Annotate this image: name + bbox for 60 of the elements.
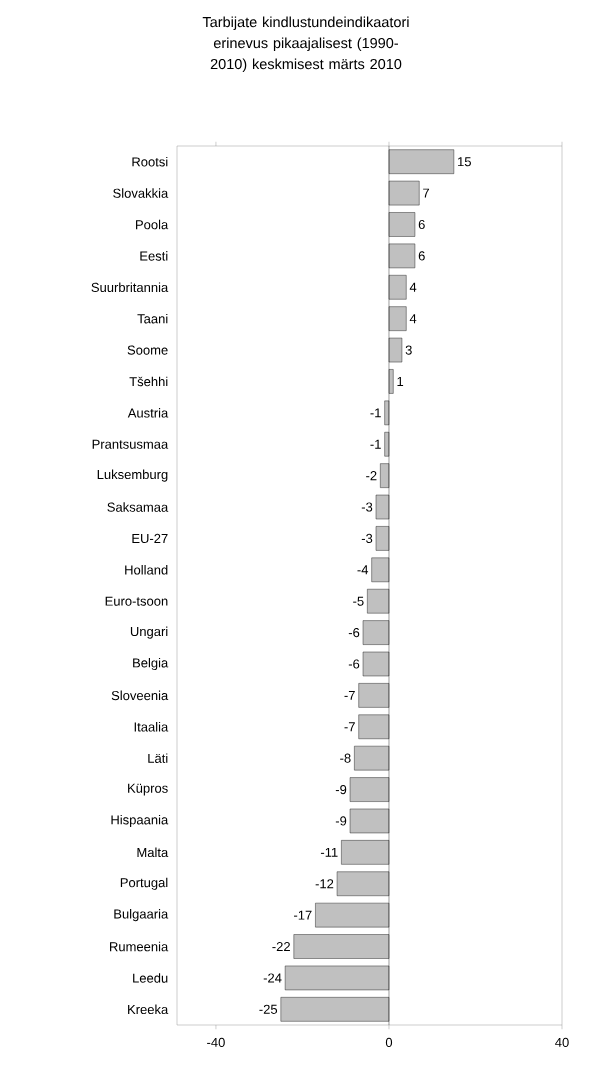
data-label: 4 [409,282,417,292]
y-tick-label: Soome [127,345,168,355]
data-label: -24 [263,973,282,983]
data-label: -1 [370,439,381,449]
y-tick-label: EU-27 [132,533,168,544]
data-label: -25 [259,1004,278,1014]
data-label: 15 [458,157,471,167]
data-label: 4 [409,314,417,324]
data-label: 6 [418,219,425,230]
data-label: -2 [366,471,377,481]
y-tick-label: Ungari [130,626,168,639]
data-label: -7 [344,690,355,700]
y-tick-label: Euro-tsoon [105,596,168,606]
y-tick-label: Austria [127,408,169,418]
y-tick-label: Itaalia [134,722,169,732]
data-label: 6 [418,251,425,261]
x-tick-label: 0 [385,1037,393,1047]
data-label: -8 [340,753,351,763]
data-label: -4 [357,565,369,575]
y-tick-label: Rootsi [132,156,168,167]
data-label: -6 [348,659,360,669]
data-label: -3 [361,502,373,512]
data-label: -9 [335,816,347,826]
y-tick-label: Saksamaa [107,502,169,512]
y-tick-label: Kreeka [128,1004,169,1015]
y-tick-label: Prantsusmaa [92,439,169,449]
y-tick-label: Poola [136,219,169,230]
y-tick-label: Holland [125,565,168,575]
y-tick-label: Küpros [128,783,168,796]
y-tick-label: Luksemburg [97,469,168,482]
chart-title: Tarbijate kindlustundeindikaatori erinevus pikaajalisest (1990-2010) keskmisest märts 2010 [202,16,409,73]
data-label: -12 [315,879,334,889]
data-label: -1 [370,408,381,418]
data-label: -7 [344,722,355,732]
data-label: -11 [320,847,338,857]
y-tick-label: Bulgaaria [114,909,169,922]
y-tick-label: Hispaania [111,814,169,828]
y-tick-label: Sloveenia [111,690,169,701]
data-label: -22 [272,941,290,952]
y-tick-label: Portugal [120,877,168,890]
y-tick-label: Slovakkia [113,188,169,198]
x-tick-label: 40 [555,1037,569,1047]
data-label: -3 [361,533,373,544]
y-tick-label: Rumeenia [110,941,169,952]
data-label: -6 [348,627,360,638]
data-label: 1 [397,376,404,386]
y-tick-label: Suurbritannia [91,282,169,293]
data-label: -5 [353,596,364,606]
data-label: -17 [294,910,312,920]
y-tick-label: Leedu [133,973,168,983]
y-tick-label: Taani [137,313,168,324]
x-tick-label: -40 [207,1037,225,1047]
y-tick-label: Belgia [133,657,169,671]
y-tick-label: Tšehhi [129,376,168,387]
y-tick-label: Läti [148,753,168,763]
y-tick-label: Eesti [140,251,168,261]
y-tick-label: Malta [137,847,169,858]
data-label: 3 [405,345,412,355]
data-label: 7 [423,188,430,198]
data-label: -9 [335,784,347,795]
